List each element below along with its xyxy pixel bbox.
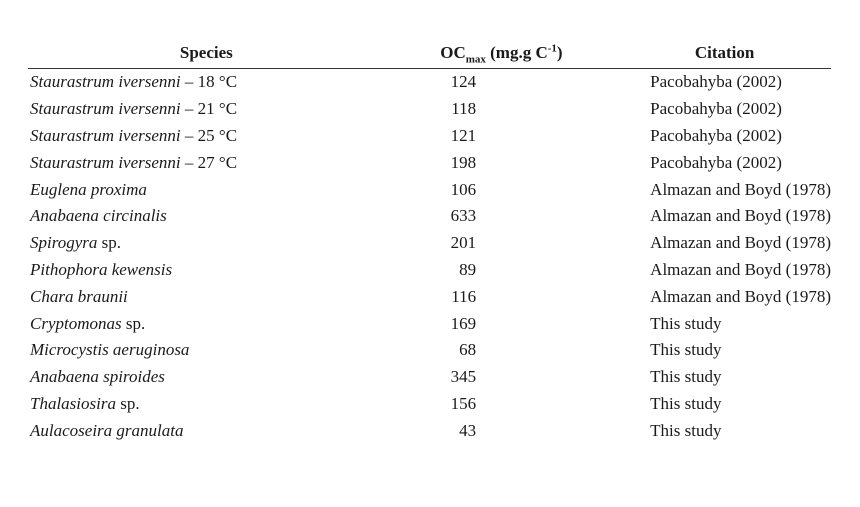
table-row: Anabaena spiroides 345 This study xyxy=(28,364,831,391)
header-oc-unit-open: (mg.g C xyxy=(485,43,548,62)
table-row: Staurastrum iversenni – 18 °C 124 Pacobahy… xyxy=(28,69,831,96)
citation-cell: Pacobahyba (2002) xyxy=(650,125,782,145)
table-row: Cryptomonas sp. 169 This study xyxy=(28,310,831,337)
species-qualifier: – 25 °C xyxy=(180,125,238,145)
table-body: Staurastrum iversenni – 18 °C 124 Pacobahy… xyxy=(28,69,831,445)
oc-max-value: 124 xyxy=(450,72,477,92)
citation-cell: Almazan and Boyd (1978) xyxy=(650,233,831,253)
species-name-italic: Anabaena circinalis xyxy=(30,206,167,226)
species-name-italic: Staurastrum iversenni xyxy=(30,125,181,145)
species-name-italic: Cryptomonas xyxy=(30,313,122,333)
species-cell: Staurastrum iversenni – 18 °C xyxy=(28,69,385,96)
species-qualifier: sp. xyxy=(121,313,146,333)
species-name-italic: Microcystis aeruginosa xyxy=(30,340,190,360)
oc-max-value: 201 xyxy=(450,233,477,253)
oc-max-value: 43 xyxy=(459,420,477,440)
header-citation: Citation xyxy=(618,38,831,69)
species-cell: Anabaena spiroides xyxy=(28,364,385,391)
table-row: Pithophora kewensis 89 Almazan and Boyd (1… xyxy=(28,257,831,284)
citation-cell: Almazan and Boyd (1978) xyxy=(650,206,831,226)
oc-max-value: 156 xyxy=(450,393,477,413)
table-row: Euglena proxima 106 Almazan and Boyd (1978… xyxy=(28,176,831,203)
citation-cell: This study xyxy=(650,313,722,333)
oc-max-value: 198 xyxy=(450,152,477,172)
header-oc-unit-close: ) xyxy=(556,43,563,62)
table-row: Spirogyra sp. 201 Almazan and Boyd (1978) xyxy=(28,230,831,257)
species-cell: Euglena proxima xyxy=(28,176,385,203)
table-row: Anabaena circinalis 633 Almazan and Boyd (… xyxy=(28,203,831,230)
species-oc-table: Species OCmax (mg.g C-1) Citation Staura… xyxy=(28,38,831,444)
citation-cell: This study xyxy=(650,340,722,360)
species-qualifier: sp. xyxy=(97,233,121,253)
species-name-italic: Thalasiosira xyxy=(30,393,116,413)
species-name-italic: Staurastrum iversenni xyxy=(30,99,181,119)
species-qualifier: sp. xyxy=(115,393,140,413)
citation-cell: This study xyxy=(650,420,722,440)
header-oc-superscript: -1 xyxy=(547,42,557,55)
table-row: Aulacoseira granulata 43 This study xyxy=(28,417,831,444)
table-row: Thalasiosira sp. 156 This study xyxy=(28,391,831,418)
species-name-italic: Spirogyra xyxy=(30,233,98,253)
species-cell: Aulacoseira granulata xyxy=(28,417,385,444)
header-oc-subscript: max xyxy=(465,53,486,66)
header-oc-max: OCmax (mg.g C-1) xyxy=(384,38,619,69)
species-cell: Microcystis aeruginosa xyxy=(28,337,385,364)
oc-max-value: 633 xyxy=(450,206,477,226)
header-species: Species xyxy=(28,38,385,69)
species-name-italic: Aulacoseira granulata xyxy=(30,420,184,440)
oc-max-value: 169 xyxy=(450,313,477,333)
species-cell: Thalasiosira sp. xyxy=(28,391,385,418)
species-qualifier: – 21 °C xyxy=(180,99,238,119)
species-cell: Staurastrum iversenni – 21 °C xyxy=(28,96,385,123)
species-cell: Pithophora kewensis xyxy=(28,257,385,284)
citation-cell: Pacobahyba (2002) xyxy=(650,99,782,119)
table-row: Microcystis aeruginosa 68 This study xyxy=(28,337,831,364)
citation-cell: Almazan and Boyd (1978) xyxy=(650,259,831,279)
table-row: Staurastrum iversenni – 27 °C 198 Pacobahy… xyxy=(28,149,831,176)
oc-max-value: 121 xyxy=(450,125,477,145)
citation-cell: Almazan and Boyd (1978) xyxy=(650,286,831,306)
table-row: Staurastrum iversenni – 21 °C 118 Pacobahy… xyxy=(28,96,831,123)
oc-max-value: 89 xyxy=(459,259,477,279)
oc-max-value: 68 xyxy=(459,340,477,360)
citation-cell: Almazan and Boyd (1978) xyxy=(650,179,831,199)
species-cell: Chara braunii xyxy=(28,283,385,310)
species-name-italic: Chara braunii xyxy=(30,286,128,306)
species-name-italic: Anabaena spiroides xyxy=(30,367,165,387)
citation-cell: Pacobahyba (2002) xyxy=(650,152,782,172)
oc-max-value: 118 xyxy=(451,99,477,119)
oc-max-value: 116 xyxy=(451,286,477,306)
species-qualifier: – 18 °C xyxy=(180,72,238,92)
oc-max-value: 106 xyxy=(450,179,477,199)
species-qualifier: – 27 °C xyxy=(180,152,238,172)
header-oc-base: OC xyxy=(440,43,466,62)
species-name-italic: Euglena proxima xyxy=(30,179,147,199)
species-cell: Spirogyra sp. xyxy=(28,230,385,257)
citation-cell: This study xyxy=(650,367,722,387)
citation-cell: Pacobahyba (2002) xyxy=(650,72,782,92)
species-cell: Staurastrum iversenni – 27 °C xyxy=(28,149,385,176)
species-cell: Cryptomonas sp. xyxy=(28,310,385,337)
citation-cell: This study xyxy=(650,393,722,413)
species-name-italic: Staurastrum iversenni xyxy=(30,72,181,92)
header-row: Species OCmax (mg.g C-1) Citation xyxy=(28,38,831,69)
species-cell: Anabaena circinalis xyxy=(28,203,385,230)
table-row: Staurastrum iversenni – 25 °C 121 Pacobahy… xyxy=(28,123,831,150)
table-row: Chara braunii 116 Almazan and Boyd (1978) xyxy=(28,283,831,310)
oc-max-value: 345 xyxy=(450,367,477,387)
species-cell: Staurastrum iversenni – 25 °C xyxy=(28,123,385,150)
species-name-italic: Staurastrum iversenni xyxy=(30,152,181,172)
species-name-italic: Pithophora kewensis xyxy=(30,259,173,279)
